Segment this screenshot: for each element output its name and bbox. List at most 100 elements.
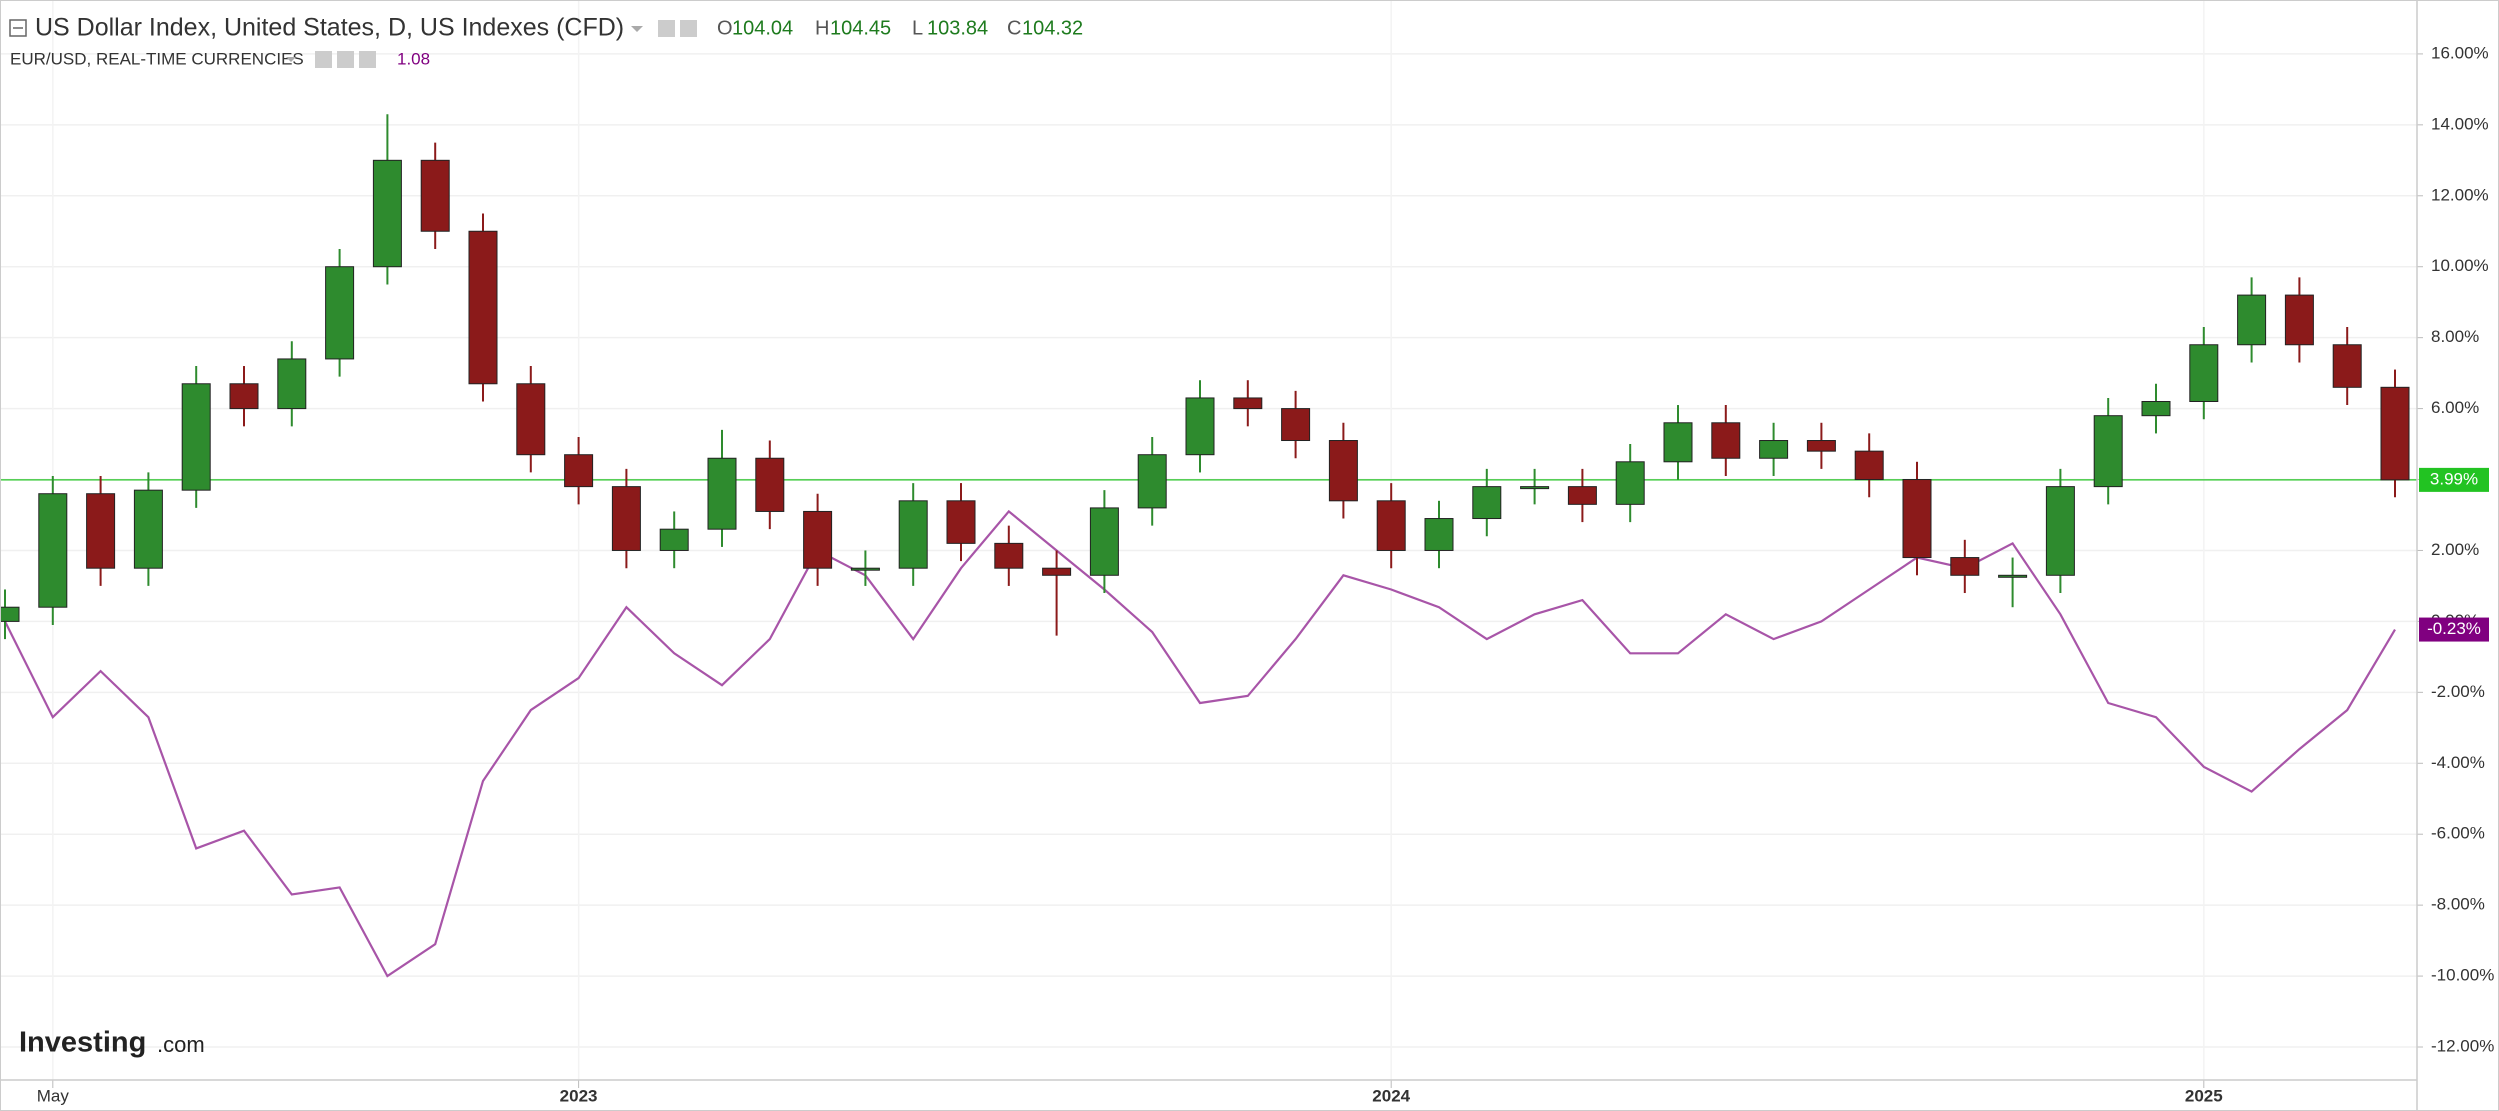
chart-title: US Dollar Index, United States, D, US In… xyxy=(35,14,624,42)
ohlc-value: 103.84 xyxy=(927,17,988,39)
candle-body xyxy=(86,493,116,569)
y-tick-label: -4.00% xyxy=(2431,753,2485,772)
candle-body xyxy=(803,510,833,569)
candle-body xyxy=(2189,344,2219,402)
y-tick-label: 12.00% xyxy=(2431,185,2489,204)
candle-body xyxy=(946,500,976,544)
candle-body xyxy=(133,489,163,569)
price-label-box xyxy=(2419,467,2489,492)
header: US Dollar Index, United States, D, US In… xyxy=(9,14,697,68)
candle-body xyxy=(325,266,355,360)
candle-body xyxy=(755,457,785,512)
candle-body xyxy=(229,383,259,410)
y-tick-label: 8.00% xyxy=(2431,327,2479,346)
line-series xyxy=(4,509,2396,978)
candle-body xyxy=(1998,574,2028,578)
x-tick-label: 2024 xyxy=(1372,1086,1410,1105)
dropdown[interactable] xyxy=(631,26,643,32)
candle-body xyxy=(611,486,641,551)
ohlc-label: O xyxy=(717,17,733,39)
compare-name: EUR/USD, REAL-TIME CURRENCIES xyxy=(10,49,304,68)
ohlc-label: H xyxy=(815,17,829,39)
candle-body xyxy=(1950,557,1980,576)
close-icon[interactable] xyxy=(359,51,376,68)
candle-body xyxy=(2332,344,2362,388)
y-tick-label: -2.00% xyxy=(2431,682,2485,701)
settings-icon[interactable] xyxy=(680,20,697,37)
y-tick-label: -10.00% xyxy=(2431,966,2494,985)
last-label-box xyxy=(2419,617,2489,642)
candle-body xyxy=(1137,454,1167,509)
logo-suffix: .com xyxy=(157,1032,205,1057)
candle-body xyxy=(707,457,737,530)
candle-body xyxy=(850,567,880,571)
y-tick-label: 6.00% xyxy=(2431,398,2479,417)
settings-icon[interactable] xyxy=(315,51,332,68)
candle-body xyxy=(2284,294,2314,346)
candle-body xyxy=(181,383,211,491)
price-label: 3.99% xyxy=(2430,469,2478,488)
y-tick-label: -12.00% xyxy=(2431,1036,2494,1055)
candle-body xyxy=(994,542,1024,569)
ohlc-value: 104.04 xyxy=(732,17,793,39)
candle-body xyxy=(1089,507,1119,576)
y-tick-label: 10.00% xyxy=(2431,256,2489,275)
candle-body xyxy=(1328,440,1358,502)
x-tick-label: May xyxy=(37,1086,70,1105)
logo-name: Investing xyxy=(19,1027,146,1059)
candle-body xyxy=(2141,400,2171,417)
ohlc-label: L xyxy=(912,17,923,39)
candle-body xyxy=(659,528,689,551)
candle-body xyxy=(1472,486,1502,520)
candle-body xyxy=(0,606,20,622)
candle-body xyxy=(1711,422,1741,459)
candle-body xyxy=(1806,440,1836,452)
candle-body xyxy=(2237,294,2267,346)
candle-body xyxy=(1663,422,1693,463)
candle-body xyxy=(1615,461,1645,505)
dropdown[interactable] xyxy=(286,57,296,62)
candle-body xyxy=(2093,415,2123,488)
y-tick-label: 14.00% xyxy=(2431,114,2489,133)
x-tick-label: 2025 xyxy=(2185,1086,2223,1105)
candle-body xyxy=(1902,479,1932,559)
candle-body xyxy=(38,493,68,608)
plot xyxy=(0,114,2417,978)
ohlc-value: 104.45 xyxy=(830,17,891,39)
candle-body xyxy=(1759,440,1789,459)
y-tick-label: 16.00% xyxy=(2431,43,2489,62)
y-tick-label: -8.00% xyxy=(2431,895,2485,914)
candle-body xyxy=(1281,408,1311,442)
compare-value: 1.08 xyxy=(397,49,430,68)
candle-body xyxy=(372,159,402,268)
candle-body xyxy=(1233,397,1263,410)
candle-body xyxy=(1424,518,1454,551)
candle-body xyxy=(277,358,307,410)
candle-body xyxy=(1854,450,1884,481)
last-label: -0.23% xyxy=(2427,619,2481,638)
candle-body xyxy=(1520,486,1550,490)
ohlc-value: 104.32 xyxy=(1022,17,1083,39)
candle-body xyxy=(2045,486,2075,576)
ohlc-label: C xyxy=(1007,17,1021,39)
candle-body xyxy=(420,159,450,232)
candle-body xyxy=(2380,386,2410,481)
collapse-icon[interactable] xyxy=(9,19,27,37)
candle-body xyxy=(564,454,594,488)
ohlc: O 104.04 H 104.45 L 103.84 C 104.32 xyxy=(717,17,1083,39)
candle-body xyxy=(1567,486,1597,505)
candle-body xyxy=(1185,397,1215,456)
y-tick-label: -6.00% xyxy=(2431,824,2485,843)
x-tick-label: 2023 xyxy=(560,1086,598,1105)
grid xyxy=(0,0,2423,1088)
candle-body xyxy=(898,500,928,569)
candle-body xyxy=(1042,567,1072,576)
candle-body xyxy=(1376,500,1406,551)
settings-icon[interactable] xyxy=(658,20,675,37)
candle-body xyxy=(468,230,498,385)
settings-icon[interactable] xyxy=(337,51,354,68)
candle-body xyxy=(516,383,546,456)
logo: Investing .com xyxy=(19,1027,205,1059)
